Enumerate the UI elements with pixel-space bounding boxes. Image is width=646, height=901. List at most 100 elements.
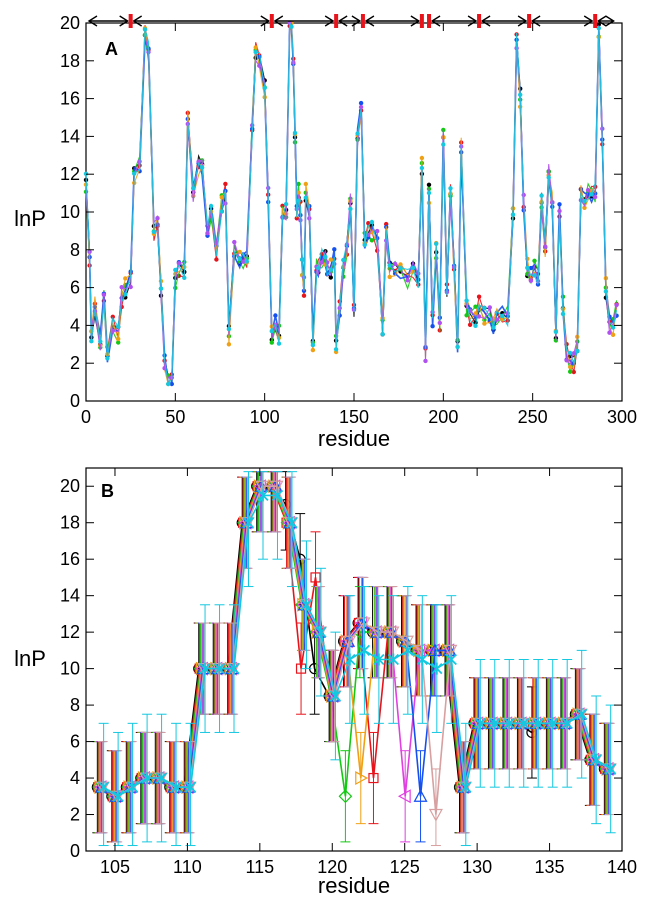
segment-arrow-head-right — [605, 15, 615, 27]
y-tick-label: 16 — [60, 89, 80, 109]
segment-arrow-head-left — [132, 15, 143, 27]
panel-a-data-point — [482, 305, 487, 311]
segment-arrow-head-right — [410, 15, 421, 27]
segment-arrow-head-right — [260, 15, 271, 27]
panel-a-data-point — [244, 259, 249, 264]
panel-b: 105 110 115 120 125 130 135 140 0 2 4 6 8 10 12 14 16 18 2… — [14, 467, 637, 898]
panel-a-data-point — [392, 261, 398, 266]
panel-a-axes: 0 50 100 150 200 250 300 0 2 4 6 8 10 12 14 16 18 20 — [60, 13, 637, 427]
panel-a-data-point — [226, 342, 232, 347]
panel-a-data-point — [467, 322, 473, 327]
segment-arrow-head-right — [517, 15, 528, 27]
x-tick-label: 105 — [100, 857, 130, 877]
panel-b-series-line — [103, 494, 612, 798]
segment-arrow-head-left — [480, 15, 491, 27]
panel-a-data-point — [426, 182, 432, 187]
segment-arrow-head-left — [364, 15, 375, 27]
panel-a-data-point — [582, 205, 587, 210]
segment-boundary-marker — [128, 14, 133, 28]
y-tick-label: 12 — [60, 622, 80, 642]
panel-a-data-point — [253, 49, 258, 55]
panel-a-data-point — [553, 329, 559, 335]
panel-b-data-point — [428, 643, 443, 656]
panel-a-data-point — [276, 341, 282, 346]
panel-a-data-point — [89, 339, 94, 344]
segment-arrow-head-right — [119, 15, 129, 27]
panel-a-data-point — [387, 263, 392, 268]
panel-a-data-point — [369, 219, 375, 225]
panel-a-data-point — [348, 206, 353, 212]
x-tick-label: 300 — [607, 407, 637, 427]
panel-a-data-point — [571, 351, 576, 356]
panel-a-data-point — [476, 314, 482, 319]
panel-a-data-point — [296, 190, 301, 195]
panel-a-data-point — [589, 192, 594, 197]
x-tick-label: 110 — [173, 857, 202, 877]
panel-a-data-point — [387, 274, 392, 280]
x-tick-label: 125 — [390, 857, 420, 877]
panel-a-data-point — [607, 330, 612, 335]
y-tick-label: 4 — [70, 768, 80, 788]
y-tick-label: 8 — [70, 240, 80, 260]
panel-a-data-point — [369, 238, 375, 243]
panel-a-data-point — [596, 22, 601, 27]
panel-a-data-point — [568, 350, 573, 356]
panel-b-data-point — [385, 626, 400, 640]
panel-a-data-point — [546, 175, 551, 180]
panel-b-data-layer — [91, 471, 617, 847]
panel-b-data-point — [269, 480, 284, 494]
panel-a-data-point — [560, 311, 566, 317]
panel-b-data-point — [255, 480, 270, 494]
panel-a-label: A — [105, 39, 118, 59]
panel-a-data-point — [380, 332, 385, 337]
panel-a-data-point — [419, 155, 425, 161]
panel-a-data-point — [310, 347, 316, 353]
panel-a-data-point — [237, 249, 242, 255]
y-tick-label: 6 — [70, 278, 80, 298]
panel-a-data-point — [358, 100, 364, 106]
panel-a-data-point — [575, 348, 580, 354]
segment-boundary-marker — [334, 14, 339, 28]
segment-arrow-head-left — [87, 15, 98, 27]
panel-a-data-point — [582, 198, 587, 204]
panel-a-data-point — [557, 202, 562, 207]
panel-a-data-point — [358, 104, 364, 110]
y-tick-label: 4 — [70, 315, 80, 335]
y-tick-label: 0 — [70, 841, 80, 861]
panel-a-data-point — [116, 324, 121, 329]
panel-b-data-point — [124, 781, 139, 795]
panel-a-data-point — [119, 285, 124, 290]
panel-a-data-point — [257, 63, 262, 68]
panel-a-data-point — [214, 257, 219, 262]
panel-a-data-point — [487, 305, 492, 310]
y-tick-label: 10 — [60, 202, 80, 222]
panel-a-data-point — [301, 288, 307, 293]
panel-a-data-point — [273, 313, 278, 318]
y-tick-label: 10 — [60, 659, 80, 679]
segment-arrow-head-left — [530, 15, 541, 27]
y-tick-label: 6 — [70, 732, 80, 752]
panel-b-label: B — [101, 481, 114, 501]
panel-a-data-point — [151, 229, 157, 235]
panel-a-data-point — [375, 228, 380, 234]
panel-a-data-point — [419, 165, 425, 171]
panel-a-data-point — [155, 216, 160, 221]
y-tick-label: 20 — [60, 13, 80, 33]
panel-a-data-point — [539, 193, 544, 198]
panel-a-data-point — [441, 142, 446, 147]
panel-b-data-point — [413, 789, 428, 802]
panel-b-data-point — [399, 635, 414, 649]
panel-a-segment-bar — [87, 14, 615, 28]
panel-a-data-point — [532, 258, 537, 263]
panel-a-data-point — [199, 165, 205, 170]
panel-a-data-point — [593, 194, 598, 200]
panel-a-data-point — [610, 325, 616, 330]
panel-a-data-point — [333, 347, 339, 352]
x-tick-label: 50 — [165, 407, 185, 427]
panel-a-data-point — [166, 381, 171, 387]
panel-a-data-point — [310, 342, 316, 348]
segment-boundary-marker — [593, 14, 598, 28]
x-tick-label: 0 — [81, 407, 91, 427]
panel-a-data-point — [610, 332, 616, 337]
